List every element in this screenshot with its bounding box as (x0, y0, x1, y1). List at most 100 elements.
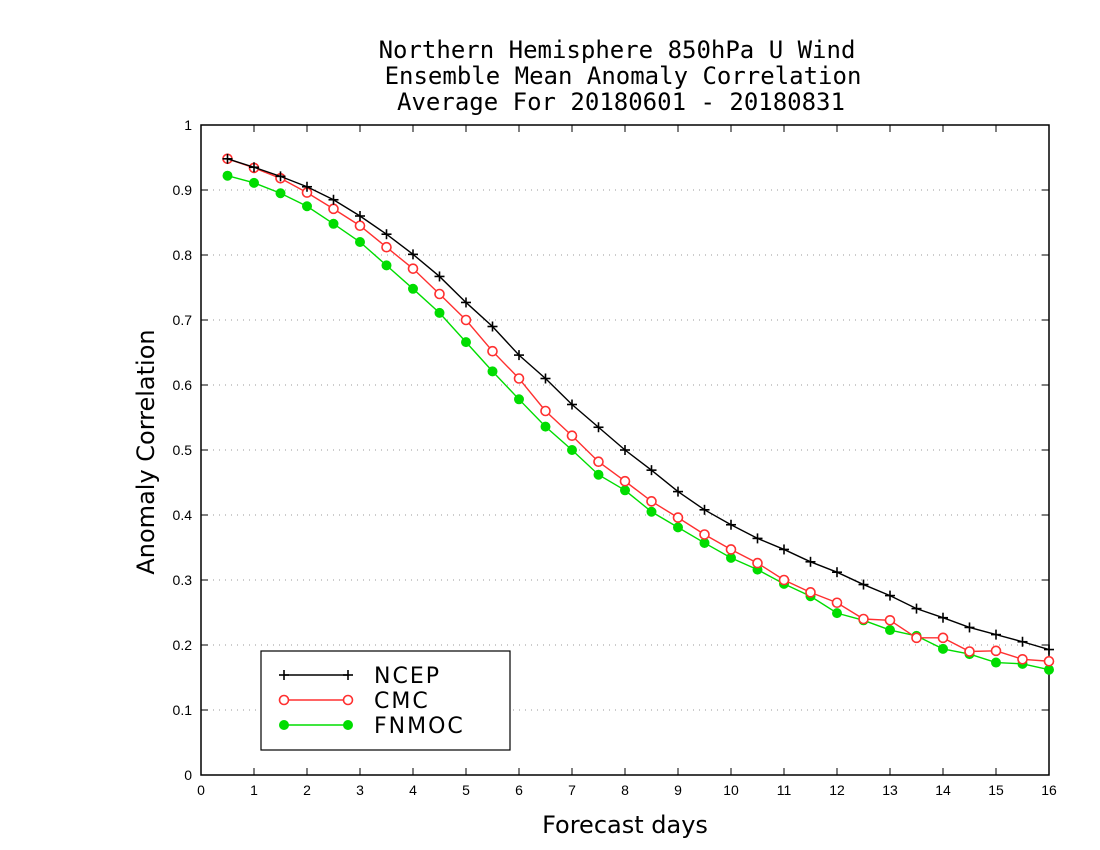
series-line-cmc (227, 158, 1050, 662)
data-point-fnmoc (328, 218, 339, 229)
y-tick-label: 0.2 (173, 637, 193, 653)
legend-marker (279, 720, 289, 730)
data-point-cmc (460, 314, 472, 326)
x-tick-label: 8 (621, 782, 629, 798)
data-point-fnmoc (938, 643, 948, 654)
data-point-cmc (513, 373, 525, 384)
data-point-ncep (461, 297, 471, 308)
data-point-ncep (885, 590, 895, 601)
data-point-ncep (858, 579, 869, 590)
data-point-cmc (434, 288, 445, 300)
data-point-ncep (752, 533, 763, 544)
x-tick-label: 16 (1041, 782, 1057, 798)
data-point-ncep (832, 567, 842, 578)
data-point-cmc (911, 632, 922, 644)
series-layer (222, 153, 1055, 675)
data-point-ncep (805, 556, 816, 567)
data-point-fnmoc (885, 625, 895, 636)
data-point-cmc (566, 430, 578, 442)
legend-marker (278, 694, 290, 706)
y-tick-label: 0.1 (173, 702, 193, 718)
data-point-fnmoc (540, 421, 551, 432)
data-point-cmc (407, 263, 419, 274)
x-tick-label: 2 (303, 782, 311, 798)
data-point-ncep (1044, 644, 1054, 655)
title-line-2: Ensemble Mean Anomaly Correlation (385, 62, 862, 90)
data-point-fnmoc (461, 337, 471, 348)
data-point-ncep (938, 612, 948, 623)
x-tick-label: 3 (356, 782, 364, 798)
x-tick-label: 6 (515, 782, 523, 798)
data-point-ncep (911, 603, 922, 614)
data-point-cmc (778, 574, 790, 586)
data-point-cmc (1017, 653, 1028, 665)
x-tick-label: 15 (988, 782, 1004, 798)
data-point-cmc (831, 597, 843, 609)
y-tick-label: 0 (184, 767, 192, 783)
legend-label: NCEP (374, 664, 441, 689)
data-point-ncep (275, 171, 286, 182)
data-point-fnmoc (620, 485, 630, 496)
data-point-fnmoc (434, 307, 445, 318)
data-point-fnmoc (832, 608, 842, 619)
data-point-fnmoc (381, 260, 392, 271)
data-point-ncep (381, 229, 392, 240)
data-point-ncep (302, 181, 312, 192)
data-point-fnmoc (249, 177, 259, 188)
data-point-fnmoc (646, 506, 657, 517)
y-tick-label: 0.6 (173, 377, 193, 393)
y-tick-label: 0.3 (173, 572, 193, 588)
data-point-ncep (487, 321, 498, 332)
x-tick-label: 7 (568, 782, 576, 798)
data-point-cmc (1043, 655, 1055, 667)
data-point-fnmoc (487, 366, 498, 377)
data-point-cmc (884, 614, 896, 626)
data-point-cmc (937, 632, 949, 644)
data-point-fnmoc (302, 201, 312, 212)
legend-box (260, 650, 511, 751)
series-cmc (222, 153, 1055, 667)
data-point-fnmoc (514, 394, 524, 405)
data-point-cmc (964, 646, 975, 657)
x-tick-label: 9 (674, 782, 682, 798)
data-point-ncep (593, 422, 604, 433)
chart-title: Northern Hemisphere 850hPa U Wind Ensemb… (379, 36, 862, 116)
data-point-ncep (779, 544, 789, 555)
legend-label: CMC (374, 689, 430, 714)
data-point-cmc (328, 203, 339, 215)
data-point-fnmoc (408, 283, 418, 294)
data-point-cmc (487, 345, 498, 357)
data-point-cmc (805, 587, 816, 598)
data-point-ncep (408, 249, 418, 260)
data-point-cmc (672, 512, 684, 523)
data-point-cmc (619, 475, 631, 487)
data-point-cmc (593, 456, 604, 468)
data-point-ncep (222, 153, 233, 164)
data-point-ncep (355, 211, 365, 221)
data-point-ncep (328, 194, 339, 205)
y-tick-label: 0.7 (173, 312, 193, 328)
axis-ticks: 00.10.20.30.40.50.60.70.80.910 1 2 3 4 5 6 7 8 9 1… (173, 117, 1057, 798)
data-point-fnmoc (593, 469, 604, 480)
legend-marker (343, 720, 353, 730)
data-point-ncep (514, 350, 524, 361)
data-point-ncep (620, 445, 630, 455)
x-tick-label: 11 (777, 782, 792, 798)
x-tick-label: 13 (882, 782, 898, 798)
legend-label: FNMOC (374, 714, 465, 739)
x-tick-label: 10 (723, 782, 739, 798)
data-point-fnmoc (222, 170, 233, 181)
legend-marker (279, 670, 289, 680)
x-tick-label: 12 (829, 782, 845, 798)
data-point-ncep (699, 504, 710, 515)
y-tick-label: 1 (184, 117, 192, 133)
data-point-fnmoc (991, 657, 1001, 668)
x-axis-title: Forecast days (542, 811, 708, 839)
x-tick-label: 5 (462, 782, 470, 798)
series-line-fnmoc (227, 175, 1050, 671)
x-tick-label: 14 (935, 782, 951, 798)
legend-marker (342, 694, 354, 706)
data-point-ncep (249, 162, 259, 173)
series-fnmoc (222, 170, 1054, 675)
